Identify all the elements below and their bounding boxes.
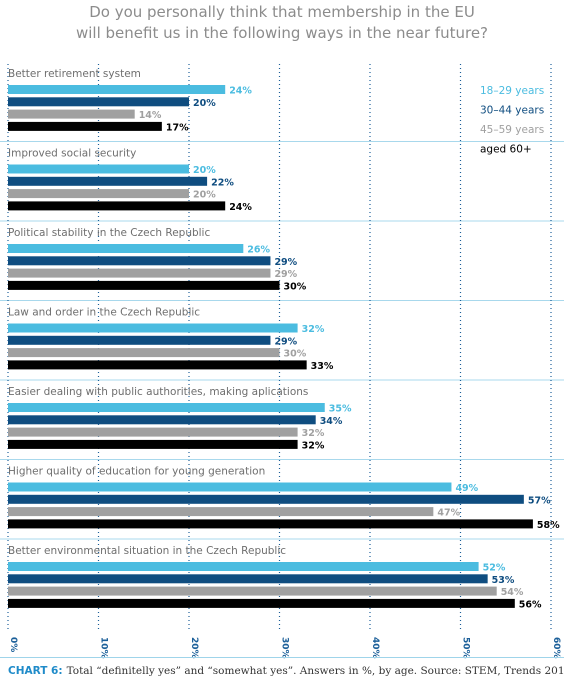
bar (8, 427, 298, 437)
category-label: Improved social security (8, 148, 136, 160)
chart-title: Do you personally think that membership … (0, 2, 564, 44)
bar (8, 494, 524, 504)
bar (8, 85, 226, 94)
bar-value-label: 20% (193, 98, 216, 109)
bar-value-label: 49% (455, 483, 478, 494)
bar (8, 562, 479, 571)
legend-entry: 30–44 years (480, 105, 544, 117)
footer-divider (0, 657, 564, 658)
bar-value-label: 24% (229, 202, 252, 213)
category-label: Better retirement system (8, 68, 141, 80)
legend-entry: 18–29 years (480, 85, 544, 97)
bar (8, 244, 244, 253)
x-tick-label: 20% (189, 637, 199, 659)
bar-value-label: 57% (528, 495, 551, 506)
bar-value-label: 32% (302, 324, 325, 335)
bar-value-label: 29% (274, 269, 297, 280)
bar (8, 268, 271, 278)
bar (8, 586, 497, 596)
bar (8, 176, 208, 186)
bar-value-label: 58% (537, 520, 560, 531)
bar-value-label: 34% (320, 416, 343, 427)
bar-value-label: 32% (302, 440, 325, 451)
chart-caption: CHART 6: Total “definitelly yes” and “som… (8, 665, 564, 677)
x-tick-label: 10% (99, 637, 109, 659)
bar-value-label: 30% (284, 349, 307, 360)
x-tick-label: 60% (551, 637, 561, 659)
bar-value-label: 35% (329, 404, 352, 415)
bar-value-label: 24% (229, 86, 252, 97)
bar-value-label: 20% (193, 190, 216, 201)
bar (8, 256, 271, 266)
chart-title-line-2: will benefit us in the following ways in… (75, 24, 489, 42)
x-tick-label: 30% (280, 637, 290, 659)
bar (8, 415, 316, 425)
chart-caption-label: CHART 6: (8, 665, 63, 677)
bar-value-label: 56% (519, 599, 542, 610)
bar (8, 519, 533, 529)
bar (8, 348, 280, 358)
bar (8, 335, 271, 345)
bar-value-label: 29% (274, 336, 297, 347)
bar (8, 574, 488, 584)
bar (8, 507, 434, 517)
bar-value-label: 53% (492, 575, 515, 586)
category-label: Higher quality of education for young ge… (8, 466, 265, 478)
bar (8, 403, 325, 412)
chart-caption-text: Total “definitelly yes” and “somewhat ye… (66, 665, 564, 677)
x-tick-label: 40% (370, 637, 380, 659)
bar-value-label: 54% (501, 587, 524, 598)
bar-value-label: 52% (483, 563, 506, 574)
bar-value-label: 30% (284, 281, 307, 292)
bar (8, 360, 307, 370)
bar (8, 280, 280, 290)
bar (8, 109, 135, 119)
category-label: Political stability in the Czech Republi… (8, 227, 210, 239)
bar (8, 121, 162, 131)
category-label: Law and order in the Czech Republic (8, 307, 200, 319)
category-label: Better environmental situation in the Cz… (8, 545, 286, 557)
bar-value-label: 32% (302, 428, 325, 439)
bar (8, 164, 189, 174)
bar (8, 201, 226, 211)
bar-value-label: 17% (166, 122, 189, 133)
bar-value-label: 47% (437, 508, 460, 519)
legend-entry: 45–59 years (480, 124, 544, 136)
bar-value-label: 22% (211, 177, 234, 188)
category-label: Easier dealing with public authorities, … (8, 386, 308, 398)
bar (8, 97, 189, 107)
bar-value-label: 20% (193, 165, 216, 176)
x-tick-label: 50% (461, 637, 471, 659)
bar-value-label: 26% (247, 245, 270, 256)
bar-value-label: 29% (274, 257, 297, 268)
bar-value-label: 14% (139, 110, 162, 121)
bar (8, 598, 515, 608)
bar (8, 482, 452, 492)
bar (8, 323, 298, 333)
legend-entry: aged 60+ (480, 144, 532, 156)
bar-chart: 0% 10% 20% 30% 40% 50% 60% Better retirement sy… (0, 64, 564, 659)
bar (8, 189, 189, 199)
bar-value-label: 33% (311, 361, 334, 372)
chart-title-line-1: Do you personally think that membership … (89, 3, 475, 21)
bar (8, 439, 298, 449)
x-tick-label: 0% (8, 637, 18, 652)
